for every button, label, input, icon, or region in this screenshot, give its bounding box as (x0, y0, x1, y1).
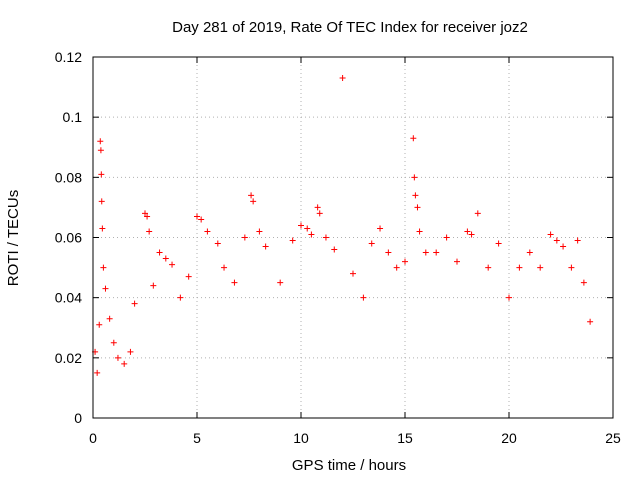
data-point (474, 210, 481, 217)
data-point (156, 249, 163, 256)
data-point (162, 255, 169, 262)
x-axis-title: GPS time / hours (292, 457, 406, 474)
y-axis-title: ROTI / TECUs (5, 190, 22, 286)
data-point (580, 279, 587, 286)
data-point (547, 231, 554, 238)
data-point (574, 237, 581, 244)
data-point (142, 210, 148, 217)
data-point (110, 339, 117, 346)
data-point (121, 360, 128, 367)
data-point (377, 225, 384, 232)
data-point (96, 321, 103, 328)
data-point (221, 264, 228, 271)
data-point (98, 198, 105, 205)
axis-ticks: 0 5 10 15 20 25 0 0.02 0.04 0.06 0.08 0.1 0.12 (55, 49, 621, 446)
data-point (568, 264, 575, 271)
data-point (127, 348, 134, 355)
data-point (97, 147, 104, 154)
data-point (368, 240, 375, 247)
data-point (308, 231, 315, 238)
data-point (402, 258, 408, 265)
data-point (289, 237, 296, 244)
x-tick-label: 25 (605, 430, 621, 446)
data-point (443, 234, 450, 241)
data-point (422, 249, 429, 256)
data-point (414, 204, 421, 211)
data-point (314, 204, 321, 211)
data-point (146, 228, 153, 235)
data-point (177, 294, 184, 301)
data-point (97, 138, 104, 145)
data-point (99, 225, 106, 232)
data-point (385, 249, 392, 256)
data-point (506, 294, 512, 301)
x-tick-label: 5 (193, 430, 201, 446)
data-point (553, 237, 560, 244)
data-point (454, 258, 460, 265)
data-point (316, 210, 323, 217)
data-point (516, 264, 523, 271)
data-point (322, 234, 329, 241)
data-point (204, 228, 211, 235)
data-point (262, 243, 269, 250)
data-point (331, 246, 338, 253)
y-tick-label: 0 (74, 410, 82, 426)
data-point (393, 264, 400, 271)
x-tick-label: 20 (501, 430, 517, 446)
data-point (185, 273, 192, 280)
data-point (94, 369, 101, 376)
data-point (339, 75, 346, 82)
data-point (587, 318, 594, 325)
data-point (100, 264, 107, 271)
y-tick-label: 0.06 (55, 230, 82, 246)
x-tick-label: 10 (293, 430, 309, 446)
data-point (495, 240, 502, 247)
data-point (98, 171, 105, 178)
data-point (198, 216, 205, 223)
data-point (416, 228, 423, 235)
y-tick-label: 0.04 (55, 290, 82, 306)
x-tick-label: 15 (397, 430, 413, 446)
data-point (304, 225, 311, 232)
data-point (248, 192, 255, 199)
chart-title: Day 281 of 2019, Rate Of TEC Index for r… (172, 19, 528, 36)
data-point (433, 249, 440, 256)
data-point (102, 285, 109, 292)
data-point (412, 192, 419, 199)
data-point (231, 279, 238, 286)
data-point (526, 249, 533, 256)
data-point (256, 228, 263, 235)
data-point (214, 240, 221, 247)
data-points (92, 75, 594, 376)
grid-lines (93, 57, 613, 418)
y-tick-label: 0.02 (55, 350, 82, 366)
data-point (537, 264, 544, 271)
data-point (560, 243, 567, 250)
data-point (411, 174, 418, 181)
data-point (194, 213, 200, 220)
data-point (114, 354, 121, 361)
data-point (144, 213, 151, 220)
data-point (485, 264, 492, 271)
data-point (350, 270, 356, 277)
data-point (360, 294, 367, 301)
data-point (410, 135, 417, 142)
data-point (150, 282, 157, 289)
data-point (464, 228, 471, 235)
data-point (106, 315, 113, 322)
y-tick-label: 0.1 (63, 109, 83, 125)
data-point (241, 234, 248, 241)
data-point (250, 198, 257, 205)
x-tick-label: 0 (89, 430, 97, 446)
data-point (131, 300, 138, 307)
y-tick-label: 0.08 (55, 169, 82, 185)
y-tick-label: 0.12 (55, 49, 82, 65)
data-point (298, 222, 304, 229)
data-point (169, 261, 176, 268)
data-point (277, 279, 284, 286)
data-point (468, 231, 475, 238)
